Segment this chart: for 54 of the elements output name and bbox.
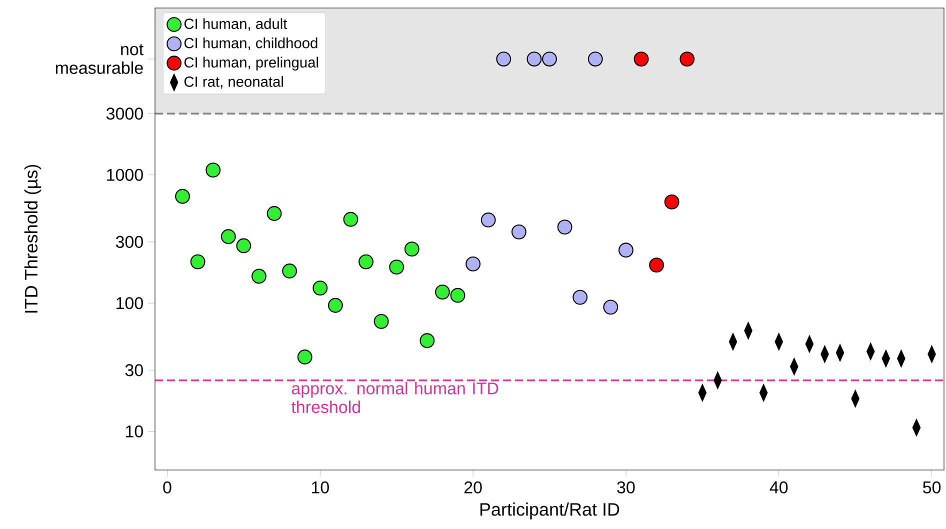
point xyxy=(220,229,236,244)
point xyxy=(557,220,572,235)
point xyxy=(389,260,404,275)
y-tick-label: 30 xyxy=(125,364,143,376)
point xyxy=(511,224,526,240)
point xyxy=(450,288,466,303)
point xyxy=(374,314,389,329)
point xyxy=(496,52,512,67)
y-tick-label: 3000 xyxy=(106,108,143,120)
point xyxy=(664,194,680,210)
legend-label: CI human, childhood xyxy=(184,38,318,50)
x-tick-label: 50 xyxy=(923,481,941,494)
x-tick-label: 10 xyxy=(312,481,329,494)
point xyxy=(542,52,557,67)
point xyxy=(297,350,312,364)
x-tick-label: 20 xyxy=(464,481,482,494)
point xyxy=(206,162,221,178)
point xyxy=(266,206,282,221)
point xyxy=(404,242,420,257)
point xyxy=(252,268,266,284)
point xyxy=(358,254,374,270)
point xyxy=(649,258,664,273)
point xyxy=(435,284,450,300)
point xyxy=(312,280,328,296)
point xyxy=(175,188,190,204)
y-tick-label: 10 xyxy=(126,425,143,438)
x-tick-label: 40 xyxy=(770,481,788,494)
legend-label: CI human, adult xyxy=(184,18,288,31)
legend-label: CI rat, neonatal xyxy=(184,76,283,89)
point xyxy=(420,333,435,348)
y-tick-label: 300 xyxy=(116,236,143,248)
x-tick-label: 30 xyxy=(617,481,635,494)
y-tick-label: not measurable xyxy=(56,44,144,74)
point xyxy=(480,212,496,228)
y-tick-label: 1000 xyxy=(107,168,143,181)
point xyxy=(588,52,603,67)
point xyxy=(572,290,588,305)
point xyxy=(236,238,252,254)
y-axis-title: ITD Threshold (µs) xyxy=(24,164,42,313)
point xyxy=(328,298,343,313)
ref-line-label: approx. normal human ITD threshold xyxy=(291,382,498,414)
point xyxy=(618,242,634,258)
point xyxy=(282,264,298,278)
point xyxy=(603,300,618,315)
point xyxy=(526,52,542,67)
point xyxy=(343,212,358,227)
point xyxy=(680,52,695,67)
legend-label: CI human, prelingual xyxy=(184,56,318,70)
x-tick-label: 0 xyxy=(163,481,172,494)
point xyxy=(190,254,206,270)
point xyxy=(634,52,649,67)
x-axis-title: Participant/Rat ID xyxy=(480,502,620,520)
y-tick-label: 100 xyxy=(116,297,143,310)
point xyxy=(466,256,481,272)
